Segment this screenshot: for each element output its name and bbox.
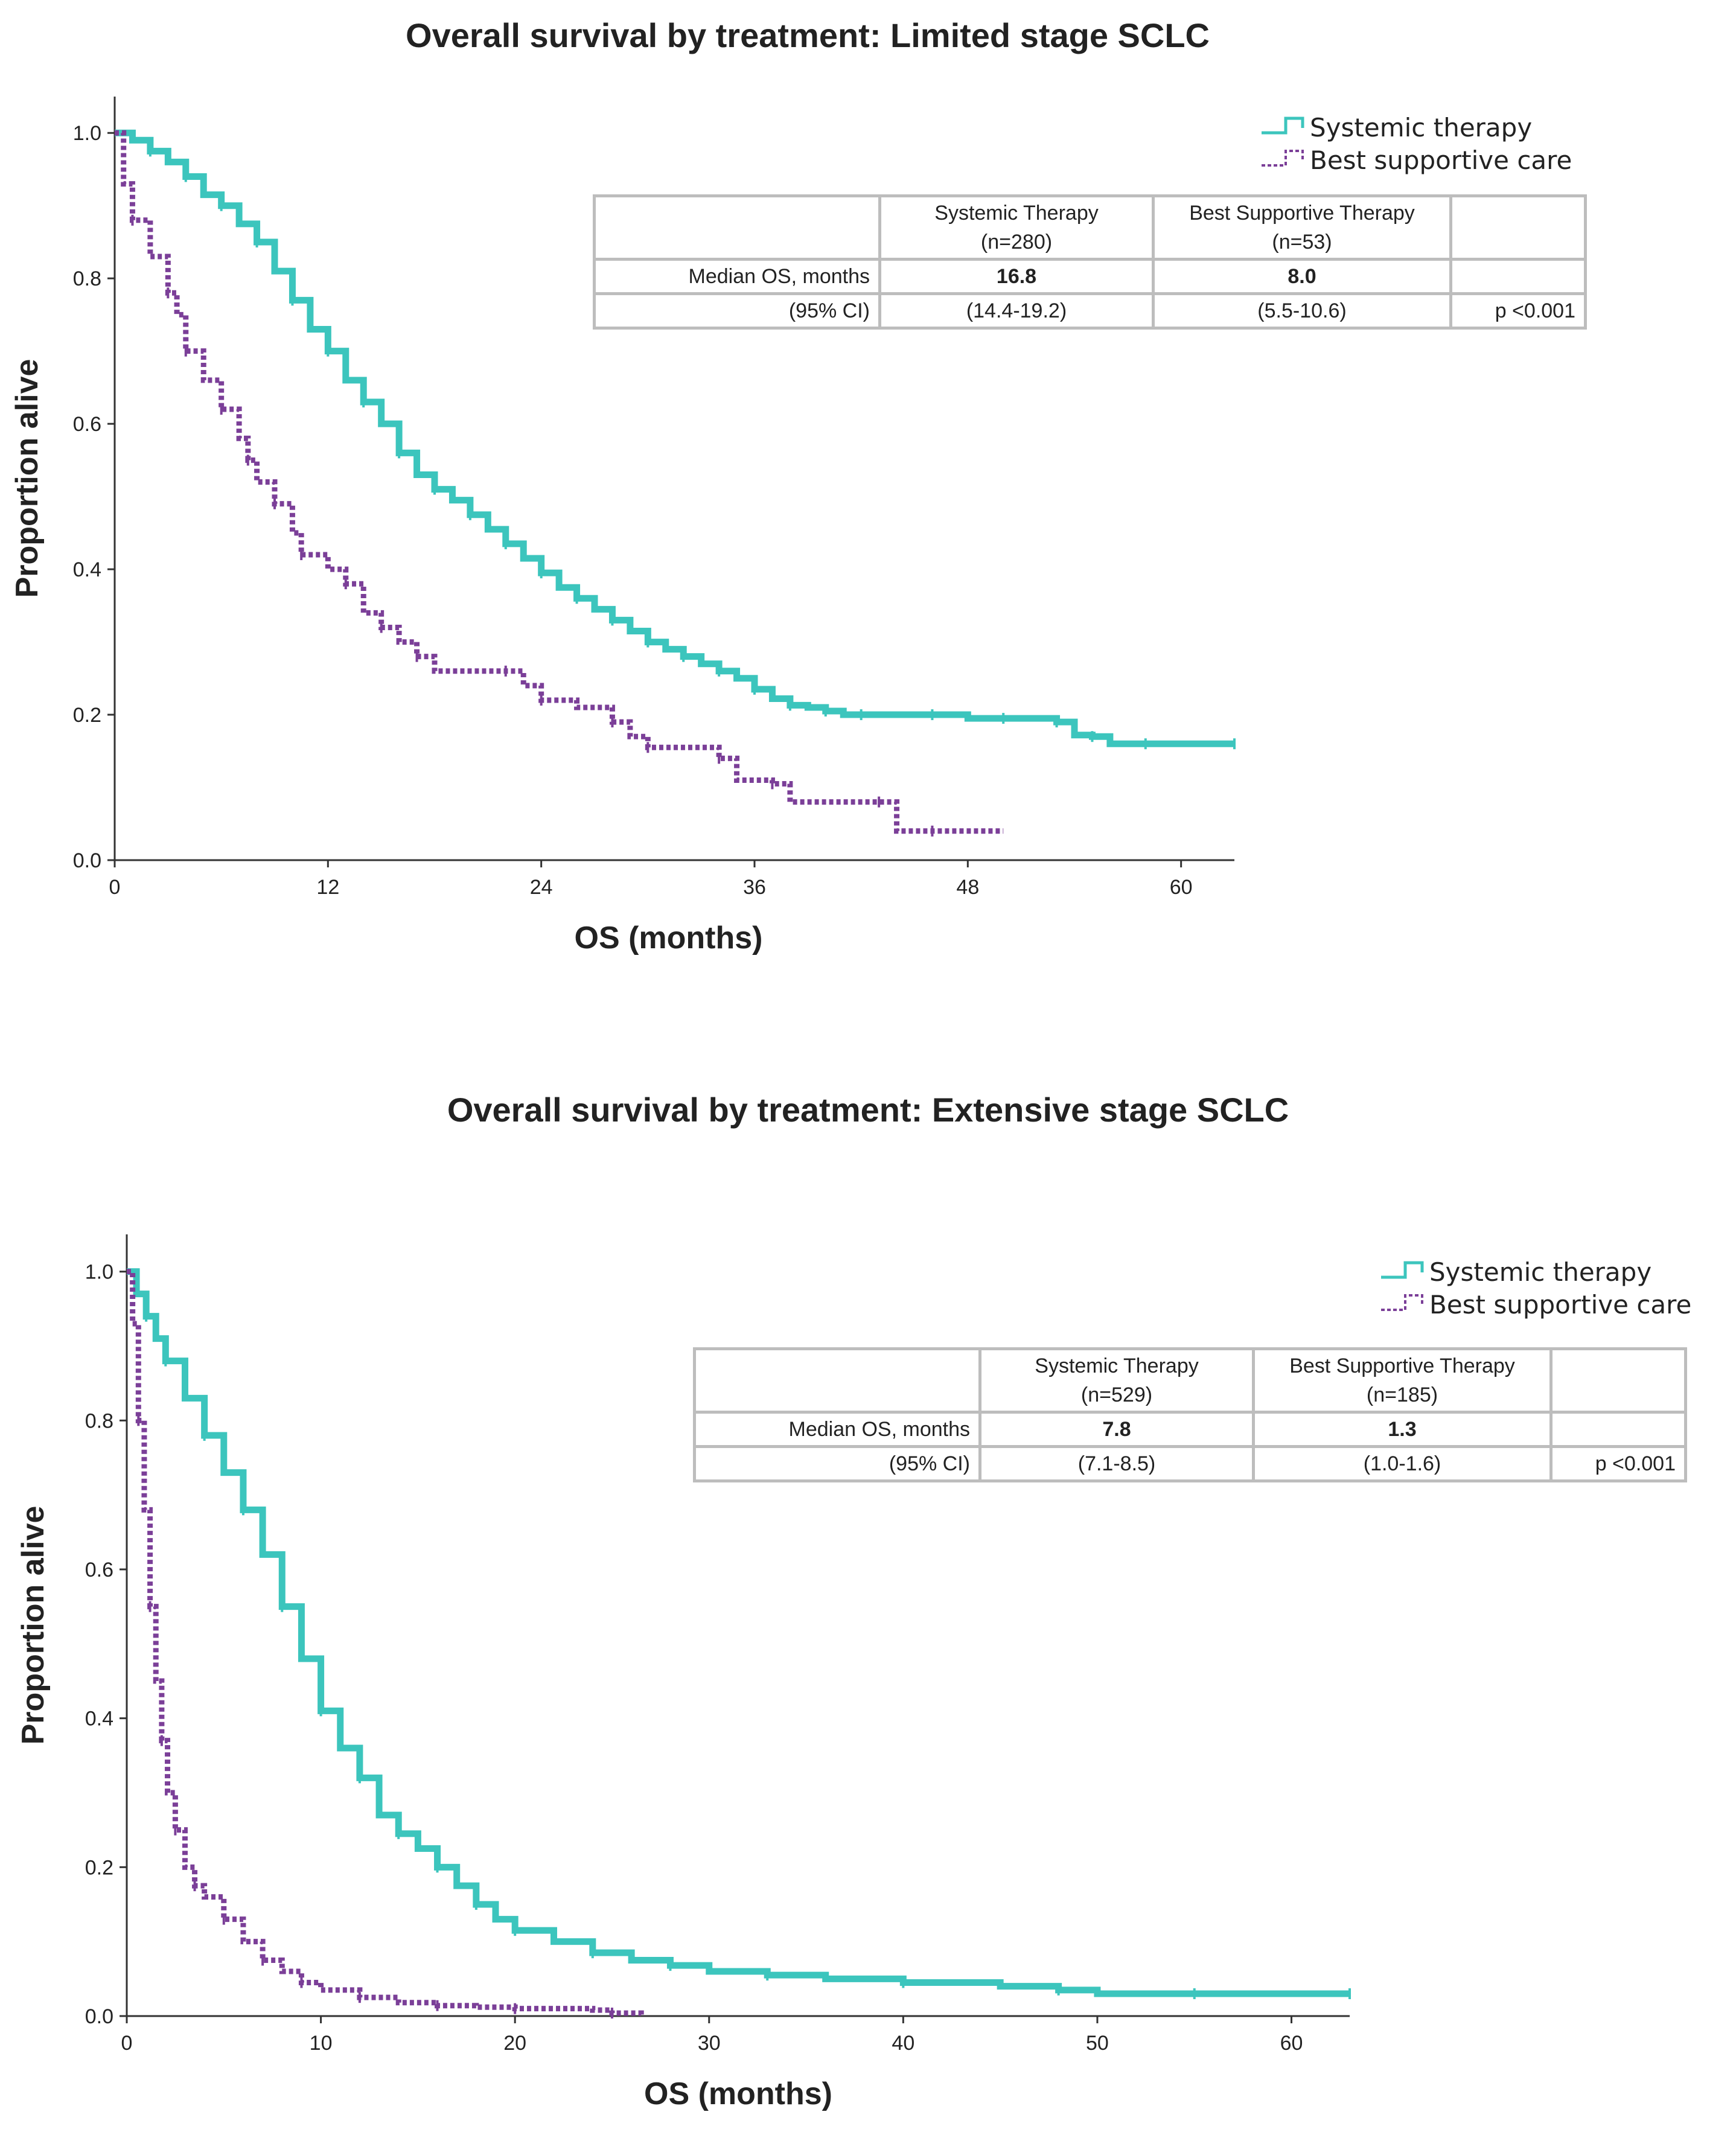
x-tick-label: 40 (892, 2032, 914, 2055)
limited-stage-median-os-table: Systemic Therapy (n=280) Best Supportive … (593, 194, 1587, 330)
table-cell (1449, 194, 1587, 261)
y-axis-title: Proportion alive (10, 359, 45, 598)
systemic-survival-curve (127, 1268, 1350, 1997)
legend-bsc-label: Best supportive care (1310, 145, 1572, 175)
legend-systemic-swatch (1381, 1261, 1424, 1279)
x-tick-label: 10 (310, 2032, 333, 2055)
median-bsc: 8.0 (1152, 258, 1452, 295)
legend-systemic-label: Systemic therapy (1310, 113, 1532, 142)
median-bsc: 1.3 (1252, 1411, 1553, 1448)
ci-bsc: (5.5-10.6) (1152, 292, 1452, 330)
median-label: Median OS, months (593, 258, 881, 295)
chart-title: Overall survival by treatment: Extensive… (447, 1091, 1289, 1129)
legend-bsc-swatch (1262, 150, 1304, 167)
table-cell (593, 194, 881, 261)
bsc-survival-curve (115, 130, 1004, 834)
n-systemic: (n=529) (1080, 1383, 1153, 1406)
header-bsc: Best Supportive Therapy (1189, 202, 1415, 225)
y-tick-label: 1.0 (73, 122, 101, 145)
y-tick-label: 0.8 (73, 267, 101, 290)
y-tick-label: 0.4 (73, 558, 101, 581)
median-systemic: 7.8 (978, 1411, 1255, 1448)
x-tick-label: 50 (1086, 2032, 1109, 2055)
x-tick-label: 0 (109, 876, 121, 899)
chart-title: Overall survival by treatment: Limited s… (406, 16, 1210, 54)
table-median-row: Median OS, months 7.8 1.3 (693, 1411, 1687, 1448)
x-tick-label: 0 (121, 2032, 133, 2055)
table-ci-row: (95% CI) (7.1-8.5) (1.0-1.6) p <0.001 (693, 1445, 1687, 1482)
legend-bsc-label: Best supportive care (1429, 1290, 1691, 1319)
table-cell (1549, 1411, 1687, 1448)
y-tick-label: 0.2 (85, 1856, 113, 1879)
x-tick-label: 36 (743, 876, 766, 899)
p-value: p <0.001 (1449, 292, 1587, 330)
bsc-survival-curve (127, 1269, 644, 2016)
x-tick-label: 20 (503, 2032, 526, 2055)
table-cell: Best Supportive Therapy (n=185) (1252, 1347, 1553, 1414)
x-tick-label: 24 (530, 876, 553, 899)
header-systemic: Systemic Therapy (934, 202, 1099, 225)
x-axis-title: OS (months) (575, 921, 763, 956)
x-tick-label: 60 (1280, 2032, 1303, 2055)
table-cell: Systemic Therapy (n=529) (978, 1347, 1255, 1414)
n-systemic: (n=280) (980, 231, 1053, 254)
extensive-stage-median-os-table: Systemic Therapy (n=529) Best Supportive … (693, 1347, 1687, 1482)
header-bsc: Best Supportive Therapy (1289, 1354, 1515, 1377)
y-tick-label: 0.6 (85, 1559, 113, 1581)
table-ci-row: (95% CI) (14.4-19.2) (5.5-10.6) p <0.001 (593, 292, 1587, 330)
n-bsc: (n=53) (1272, 231, 1332, 254)
table-header-row: Systemic Therapy (n=280) Best Supportive … (593, 194, 1587, 261)
ci-systemic: (14.4-19.2) (878, 292, 1155, 330)
y-tick-label: 0.0 (85, 2005, 113, 2028)
y-tick-label: 0.6 (73, 413, 101, 436)
median-label: Median OS, months (693, 1411, 981, 1448)
median-systemic: 16.8 (878, 258, 1155, 295)
limited-stage-chart-panel: Overall survival by treatment: Limited s… (0, 0, 1736, 1026)
ci-bsc: (1.0-1.6) (1252, 1445, 1553, 1482)
table-median-row: Median OS, months 16.8 8.0 (593, 258, 1587, 295)
extensive-stage-chart-panel: Overall survival by treatment: Extensive… (0, 1062, 1736, 2141)
table-cell: Systemic Therapy (n=280) (878, 194, 1155, 261)
table-cell (1449, 258, 1587, 295)
legend-bsc-swatch (1381, 1294, 1423, 1311)
table-header-row: Systemic Therapy (n=529) Best Supportive … (693, 1347, 1687, 1414)
p-value: p <0.001 (1549, 1445, 1687, 1482)
extensive-stage-km-plot: 0 10 20 30 40 50 60 0.0 0.2 0.4 0.6 0.8 1.0 OS (month… (16, 1234, 1691, 2111)
y-tick-label: 0.2 (73, 704, 101, 727)
y-tick-label: 0.0 (73, 849, 101, 872)
x-tick-label: 48 (956, 876, 979, 899)
ci-label: (95% CI) (693, 1445, 981, 1482)
header-systemic: Systemic Therapy (1035, 1354, 1199, 1377)
legend-systemic-label: Systemic therapy (1429, 1257, 1651, 1287)
y-tick-label: 0.4 (85, 1708, 113, 1731)
table-cell (693, 1347, 981, 1414)
x-tick-label: 12 (316, 876, 339, 899)
y-tick-label: 0.8 (85, 1409, 113, 1432)
x-axis-title: OS (months) (644, 2076, 832, 2111)
y-tick-label: 1.0 (85, 1261, 113, 1284)
ci-systemic: (7.1-8.5) (978, 1445, 1255, 1482)
x-tick-label: 30 (698, 2032, 721, 2055)
limited-stage-km-plot: 0 12 24 36 48 60 0.0 0.2 0.4 0.6 0.8 1.0 OS (months)… (10, 97, 1572, 956)
y-axis-title: Proportion alive (16, 1506, 51, 1745)
legend-systemic-swatch (1262, 116, 1304, 135)
ci-label: (95% CI) (593, 292, 881, 330)
table-cell: Best Supportive Therapy (n=53) (1152, 194, 1452, 261)
x-tick-label: 60 (1170, 876, 1193, 899)
n-bsc: (n=185) (1366, 1383, 1438, 1406)
systemic-survival-curve (115, 129, 1234, 747)
table-cell (1549, 1347, 1687, 1414)
